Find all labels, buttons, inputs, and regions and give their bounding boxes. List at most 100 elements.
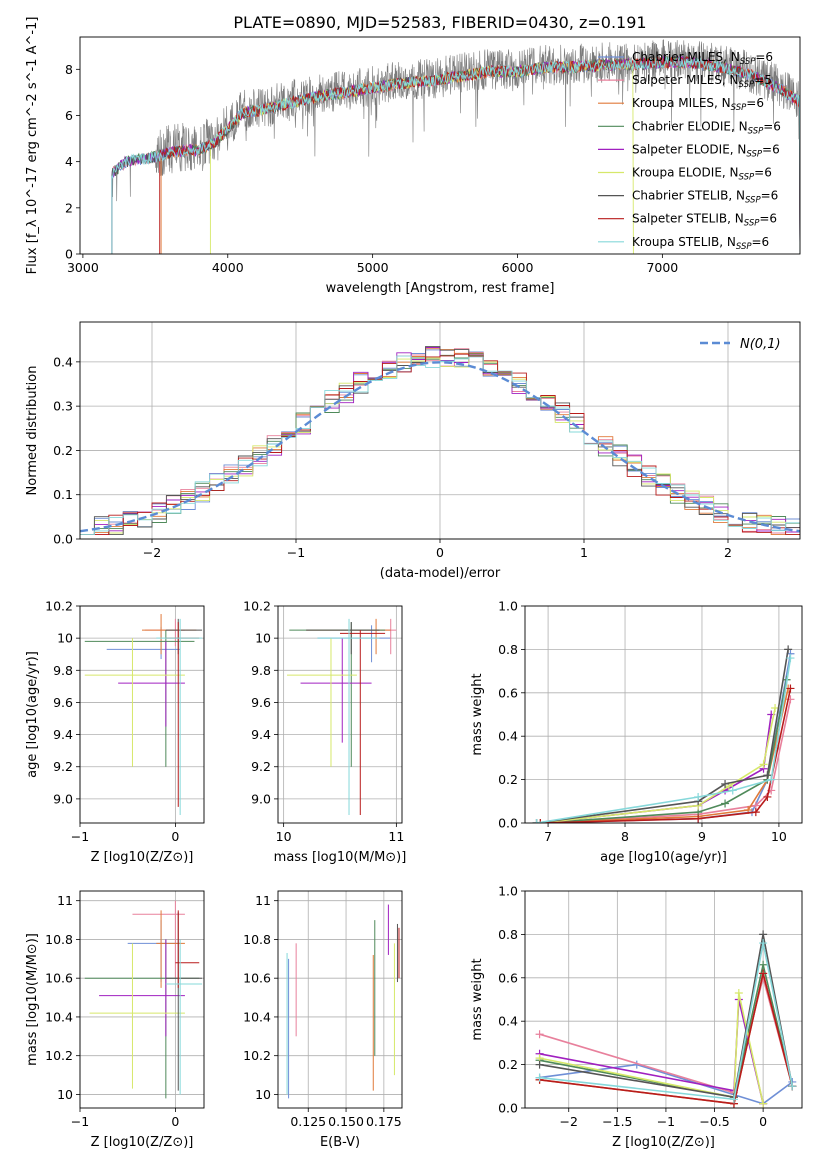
y-tick-label: 10.6 bbox=[45, 971, 73, 986]
x-tick-label: −1 bbox=[71, 1114, 89, 1129]
weight-line bbox=[539, 973, 794, 1105]
x-tick-label: −1.5 bbox=[602, 1114, 632, 1129]
legend-label: Kroupa STELIB, NSSP=6 bbox=[632, 235, 769, 252]
x-tick-label: 3000 bbox=[67, 260, 99, 275]
x-tick-label: 4000 bbox=[212, 260, 244, 275]
y-tick-label: 10 bbox=[255, 1087, 271, 1102]
plot-area bbox=[287, 618, 397, 815]
residual-histogram bbox=[80, 353, 800, 536]
weight-line bbox=[536, 657, 792, 823]
y-tick-label: 0.3 bbox=[53, 399, 73, 414]
y-tick-label: 9.8 bbox=[251, 663, 271, 678]
x-tick-label: −2 bbox=[560, 1114, 578, 1129]
x-tick-label: 0 bbox=[171, 1114, 179, 1129]
residual-histogram bbox=[80, 345, 800, 536]
y-axis-label: Normed distribution bbox=[25, 366, 40, 496]
y-tick-label: 10.4 bbox=[243, 1009, 271, 1024]
weight-line bbox=[539, 934, 794, 1099]
weight-marker bbox=[788, 1082, 797, 1091]
weight-marker bbox=[536, 819, 545, 823]
legend-label: N(0,1) bbox=[740, 337, 781, 352]
axis-ticks: 10 11 9.0 9.2 9.4 9.6 9.8 10 10.2 bbox=[243, 599, 404, 845]
weight-marker bbox=[729, 1095, 738, 1104]
x-axis-label: E(B-V) bbox=[320, 1135, 360, 1150]
y-tick-label: 10.2 bbox=[45, 599, 73, 614]
axes-frame bbox=[79, 605, 205, 824]
x-axis-label: (data-model)/error bbox=[380, 566, 501, 581]
axis-ticks: −1 0 9.0 9.2 9.4 9.6 9.8 10 10.2 bbox=[45, 599, 179, 845]
y-tick-label: 1.0 bbox=[498, 884, 518, 899]
plot-area bbox=[80, 345, 800, 536]
legend-label: Chabrier ELODIE, NSSP=6 bbox=[632, 119, 781, 136]
x-tick-label: 7000 bbox=[646, 260, 678, 275]
legend-label: Chabrier STELIB, NSSP=6 bbox=[632, 189, 778, 206]
y-axis-label: mass weight bbox=[470, 958, 485, 1040]
y-tick-label: 10.6 bbox=[243, 971, 271, 986]
model-spectrum-line bbox=[111, 55, 800, 254]
plot-area bbox=[111, 39, 800, 254]
y-tick-label: 1.0 bbox=[498, 599, 518, 614]
x-tick-label: 10 bbox=[276, 829, 292, 844]
x-tick-label: −2 bbox=[143, 545, 161, 560]
x-tick-label: 2 bbox=[724, 545, 732, 560]
weight-marker bbox=[763, 771, 772, 780]
model-spectrum-line bbox=[159, 56, 800, 254]
weight-line bbox=[539, 999, 764, 1104]
grid-lines bbox=[278, 891, 402, 1108]
weight-marker bbox=[767, 775, 776, 784]
axis-ticks: 0.125 0.150 0.175 10 10.2 10.4 10.6 10.8 11 bbox=[243, 893, 402, 1129]
panel-age_vs_mass: 10 11 9.0 9.2 9.4 9.6 9.8 10 10.2 mass [log10(M/M… bbox=[243, 599, 406, 866]
figure-title: PLATE=0890, MJD=52583, FIBERID=0430, z=0… bbox=[233, 13, 646, 32]
x-tick-label: 6000 bbox=[502, 260, 534, 275]
x-tick-label: −1 bbox=[71, 829, 89, 844]
panel-age_vs_Z: −1 0 9.0 9.2 9.4 9.6 9.8 10 10.2 Z [log10(Z/Z⊙)] a… bbox=[25, 599, 205, 865]
y-tick-label: 10.2 bbox=[243, 1048, 271, 1063]
y-tick-label: 9.4 bbox=[251, 727, 271, 742]
weight-line bbox=[539, 942, 794, 1101]
x-tick-label: 0 bbox=[436, 545, 444, 560]
weight-marker bbox=[759, 960, 768, 969]
grid-lines bbox=[525, 890, 802, 1109]
y-tick-label: 0.4 bbox=[53, 354, 73, 369]
weight-marker bbox=[759, 1099, 768, 1108]
axis-ticks: −1 0 10 10.2 10.4 10.6 10.8 11 bbox=[45, 893, 179, 1129]
y-axis-label: mass weight bbox=[470, 673, 485, 755]
y-tick-label: 0.8 bbox=[498, 927, 518, 942]
y-tick-label: 10.8 bbox=[243, 932, 271, 947]
weight-marker bbox=[694, 814, 703, 823]
y-tick-label: 6 bbox=[65, 108, 73, 123]
legend-label: Chabrier MILES, NSSP=6 bbox=[632, 50, 773, 67]
x-tick-label: 5000 bbox=[357, 260, 389, 275]
y-tick-label: 11 bbox=[255, 893, 271, 908]
plot-area bbox=[84, 900, 203, 1099]
axis-ticks: 7 8 9 10 0.0 0.2 0.4 0.6 0.8 1.0 bbox=[498, 599, 787, 845]
y-tick-label: 10 bbox=[57, 1087, 73, 1102]
axes-frame bbox=[524, 605, 803, 824]
y-tick-label: 4 bbox=[65, 154, 73, 169]
x-axis-label: wavelength [Angstrom, rest frame] bbox=[326, 281, 555, 296]
weight-marker bbox=[535, 1030, 544, 1039]
plot-area bbox=[535, 930, 797, 1108]
weight-marker bbox=[786, 654, 795, 663]
weight-marker bbox=[763, 792, 772, 801]
y-tick-label: 10.2 bbox=[45, 1048, 73, 1063]
weight-marker bbox=[532, 819, 541, 823]
panel-weight_vs_age: 7 8 9 10 0.0 0.2 0.4 0.6 0.8 1.0 age [log10(age/yr… bbox=[470, 599, 803, 865]
weight-line bbox=[540, 699, 792, 823]
x-tick-label: 7 bbox=[544, 829, 552, 844]
y-tick-label: 10 bbox=[57, 631, 73, 646]
weight-line bbox=[539, 992, 764, 1104]
y-tick-label: 0.2 bbox=[53, 443, 73, 458]
x-tick-label: 0.150 bbox=[328, 1114, 364, 1129]
x-tick-label: 11 bbox=[388, 829, 404, 844]
legend-label: Kroupa MILES, NSSP=6 bbox=[632, 96, 764, 113]
axes-frame bbox=[79, 321, 801, 540]
y-tick-label: 9.0 bbox=[53, 791, 73, 806]
residual-histogram bbox=[80, 355, 800, 536]
x-axis-label: Z [log10(Z/Z⊙)] bbox=[91, 850, 194, 865]
weight-line bbox=[540, 679, 788, 823]
weight-line bbox=[539, 964, 794, 1099]
panel-mass_vs_ebv: 0.125 0.150 0.175 10 10.2 10.4 10.6 10.8 11 E(B-V… bbox=[243, 890, 403, 1150]
x-tick-label: −1 bbox=[287, 545, 305, 560]
y-axis-label: mass [log10(M/M⊙)] bbox=[25, 933, 40, 1066]
